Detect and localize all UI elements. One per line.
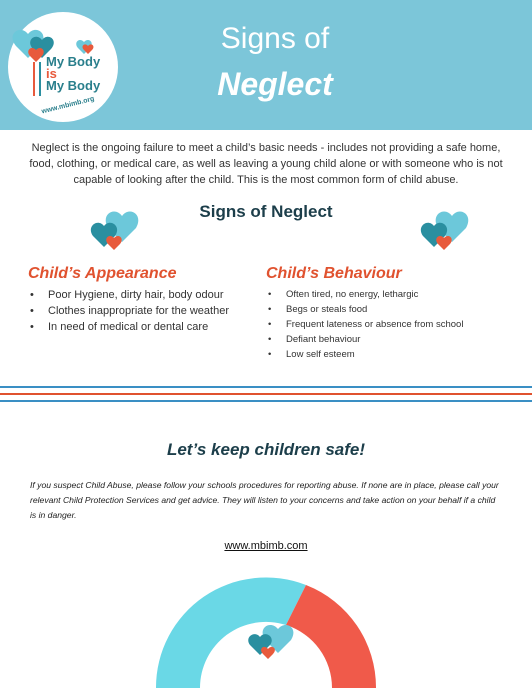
behaviour-list: Often tired, no energy, lethargic Begs o… <box>266 287 516 362</box>
list-item: Often tired, no energy, lethargic <box>266 287 516 302</box>
ring-red-segment <box>286 585 377 688</box>
safety-body: If you suspect Child Abuse, please follo… <box>30 480 499 520</box>
list-item: Low self esteem <box>266 347 516 362</box>
logo-line-3: My Body <box>46 78 101 93</box>
hearts-left-icon <box>90 211 139 250</box>
appearance-title: Child’s Appearance <box>28 265 177 282</box>
header-banner: My Body is My Body www.mbimb.org Signs o… <box>0 0 532 130</box>
list-item: In need of medical or dental care <box>28 319 260 335</box>
section-title: Signs of Neglect <box>199 202 333 221</box>
list-item: Clothes inappropriate for the weather <box>28 303 260 319</box>
divider-stripe-bottom <box>0 400 532 402</box>
list-item: Frequent lateness or absence from school <box>266 317 516 332</box>
appearance-list: Poor Hygiene, dirty hair, body odour Clo… <box>28 287 260 335</box>
website-link[interactable]: www.mbimb.com <box>224 540 308 552</box>
intro-paragraph: Neglect is the ongoing failure to meet a… <box>29 142 503 186</box>
divider-stripe-middle <box>0 393 532 395</box>
list-item: Poor Hygiene, dirty hair, body odour <box>28 287 260 303</box>
logo-line-1: My Body <box>46 54 101 69</box>
logo-line-2: is <box>46 66 57 81</box>
list-item: Begs or steals food <box>266 302 516 317</box>
list-item: Defiant behaviour <box>266 332 516 347</box>
ring-cyan-segment <box>155 577 306 688</box>
behaviour-title: Child’s Behaviour <box>266 265 402 282</box>
page-title-line-2: Neglect <box>217 66 333 102</box>
heart-balloons-icon <box>12 29 94 96</box>
logo[interactable]: My Body is My Body www.mbimb.org <box>8 12 118 122</box>
logo-wordmark: My Body is My Body <box>46 54 101 93</box>
page-title-line-1: Signs of <box>220 22 330 55</box>
divider-stripe-top <box>0 386 532 388</box>
decorative-ring <box>155 577 377 688</box>
center-hearts-icon <box>248 624 294 659</box>
safety-title: Let’s keep children safe! <box>166 440 366 459</box>
hearts-right-icon <box>420 211 469 250</box>
